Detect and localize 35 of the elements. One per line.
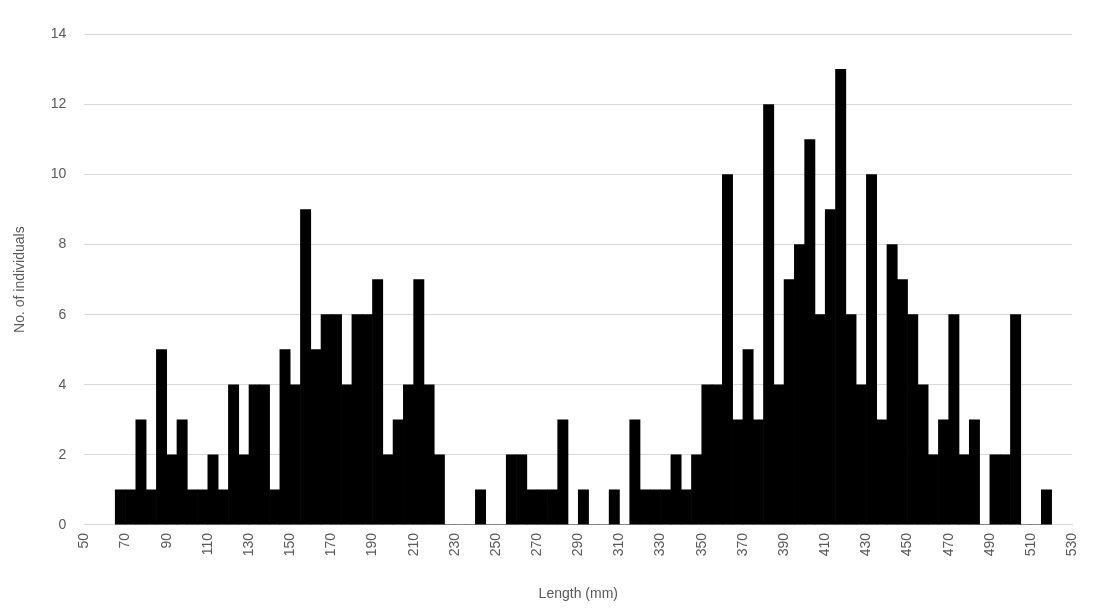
x-tick-label: 470 <box>939 532 956 557</box>
x-tick-label: 230 <box>445 532 462 557</box>
x-tick-label: 410 <box>816 532 833 557</box>
y-tick-label: 12 <box>50 95 67 112</box>
y-tick-label: 4 <box>58 375 67 392</box>
x-tick-label: 50 <box>75 532 92 549</box>
x-tick-label: 190 <box>363 532 380 557</box>
y-tick-label: 10 <box>50 165 67 182</box>
x-tick-label: 290 <box>569 532 586 557</box>
y-axis-title: No. of individuals <box>11 226 28 333</box>
x-tick-label: 170 <box>322 532 339 557</box>
x-tick-label: 150 <box>281 532 298 557</box>
x-tick-label: 130 <box>239 532 256 557</box>
x-tick-label: 350 <box>692 532 709 557</box>
x-tick-label: 270 <box>527 532 544 557</box>
x-tick-label: 250 <box>486 532 503 557</box>
y-tick-label: 14 <box>50 25 67 42</box>
x-tick-label: 90 <box>157 532 174 549</box>
x-tick-label: 330 <box>651 532 668 557</box>
x-tick-label: 450 <box>898 532 915 557</box>
y-tick-label: 6 <box>58 305 67 322</box>
x-tick-label: 390 <box>774 532 791 557</box>
x-tick-label: 210 <box>404 532 421 557</box>
x-axis-title: Length (mm) <box>538 585 618 602</box>
x-tick-label: 110 <box>198 532 215 556</box>
y-tick-label: 0 <box>58 515 67 532</box>
x-tick-label: 490 <box>980 532 997 557</box>
y-tick-label: 2 <box>58 445 67 462</box>
x-tick-label: 430 <box>857 532 874 557</box>
x-tick-label: 70 <box>116 532 133 549</box>
x-tick-label: 370 <box>733 532 750 557</box>
x-tick-label: 310 <box>610 532 627 557</box>
x-tick-label: 510 <box>1021 532 1038 557</box>
y-tick-label: 8 <box>58 235 67 252</box>
x-tick-label: 530 <box>1063 532 1080 557</box>
